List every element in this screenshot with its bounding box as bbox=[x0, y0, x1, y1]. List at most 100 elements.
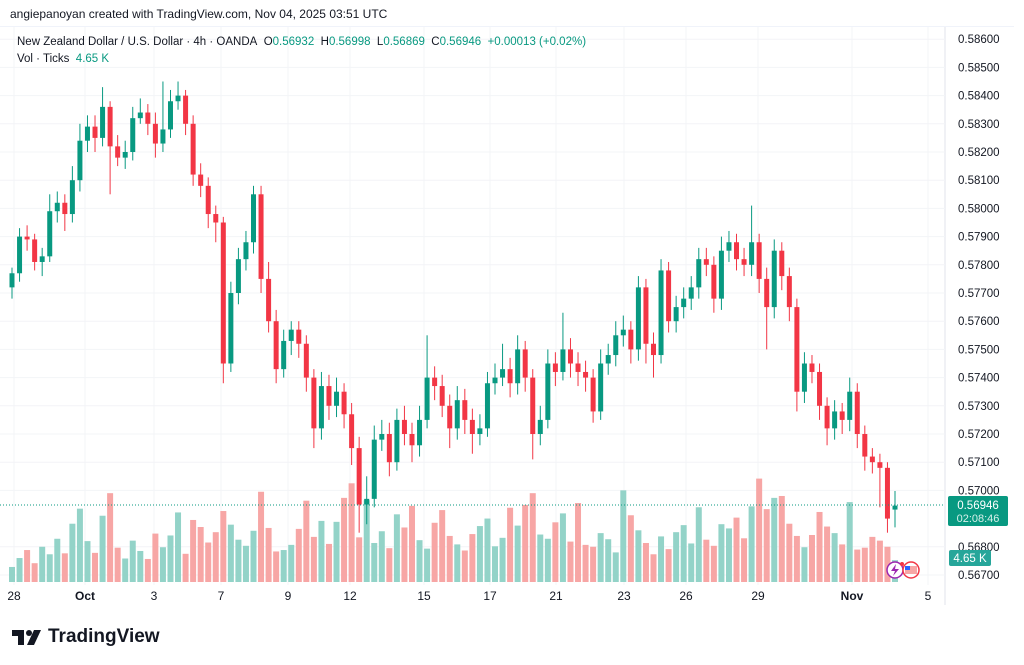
candle bbox=[152, 112, 158, 158]
candle bbox=[130, 106, 136, 161]
volume-bar bbox=[771, 497, 778, 582]
candle-body bbox=[326, 386, 332, 406]
candle bbox=[477, 414, 483, 446]
volume-bar bbox=[597, 533, 604, 582]
candle-body bbox=[409, 434, 415, 446]
candle bbox=[424, 335, 430, 429]
candle-body bbox=[620, 329, 626, 336]
volume-bar bbox=[854, 549, 861, 582]
candle-body bbox=[688, 287, 694, 299]
candle bbox=[484, 371, 490, 437]
candle bbox=[235, 247, 241, 305]
price-tick-label: 0.58400 bbox=[958, 91, 1000, 103]
candle-body bbox=[552, 363, 558, 372]
candle bbox=[266, 261, 272, 333]
candle-body bbox=[281, 340, 287, 370]
volume-bar bbox=[227, 524, 234, 582]
volume-bar bbox=[431, 522, 438, 582]
candle bbox=[613, 321, 619, 367]
candle-body bbox=[213, 214, 219, 223]
volume-bar bbox=[642, 542, 649, 582]
volume-bar bbox=[522, 504, 529, 582]
candle bbox=[809, 355, 815, 384]
candle-body bbox=[364, 498, 370, 505]
volume-bar bbox=[446, 535, 453, 582]
candle bbox=[107, 101, 113, 195]
candle bbox=[764, 267, 770, 350]
candle bbox=[666, 261, 672, 333]
candle bbox=[583, 360, 589, 392]
tradingview-logo[interactable]: TradingView bbox=[12, 626, 160, 648]
volume-bar bbox=[786, 523, 793, 582]
candle-body bbox=[658, 270, 664, 356]
candle-body bbox=[794, 307, 800, 392]
us-flag-event-icon[interactable] bbox=[900, 561, 920, 579]
candle bbox=[786, 267, 792, 322]
volume-bar bbox=[205, 542, 212, 582]
volume-bar bbox=[469, 534, 476, 582]
volume-bar bbox=[84, 541, 91, 582]
volume-bar bbox=[416, 540, 423, 582]
chart-frame bbox=[0, 26, 1014, 617]
volume-bar bbox=[212, 532, 219, 582]
time-tick-label: 17 bbox=[483, 589, 497, 603]
candle-body bbox=[17, 236, 23, 274]
volume-bar bbox=[695, 507, 702, 582]
volume-bar bbox=[710, 545, 717, 582]
candle-body bbox=[847, 391, 853, 420]
candle bbox=[500, 343, 506, 387]
candle-body bbox=[809, 363, 815, 372]
candle-body bbox=[228, 293, 234, 364]
candle-body bbox=[884, 467, 890, 519]
volume-bar bbox=[846, 502, 853, 582]
candle bbox=[884, 462, 890, 533]
volume-bar bbox=[544, 538, 551, 582]
price-axis[interactable]: 0.58600 0.58500 0.58400 0.58300 0.58200 0.581… bbox=[958, 34, 1000, 582]
price-tick-label: 0.57400 bbox=[958, 373, 1000, 385]
candle bbox=[122, 140, 128, 169]
candle bbox=[869, 448, 875, 474]
candle-body bbox=[469, 419, 475, 434]
candle-body bbox=[832, 411, 838, 429]
candle bbox=[801, 352, 807, 403]
candle-body bbox=[869, 456, 875, 463]
candle bbox=[726, 230, 732, 262]
candle bbox=[190, 115, 196, 186]
volume-label[interactable]: Vol · Ticks bbox=[17, 53, 70, 65]
time-tick-label: Oct bbox=[75, 589, 95, 603]
volume-bar bbox=[808, 535, 815, 582]
candle-body bbox=[386, 434, 392, 463]
candle-body bbox=[756, 242, 762, 279]
time-axis[interactable]: 28 Oct 3 7 9 12 15 17 21 23 26 29 Nov 5 bbox=[7, 589, 931, 603]
symbol-title[interactable]: New Zealand Dollar / U.S. Dollar · 4h · … bbox=[17, 36, 258, 48]
volume-bar bbox=[39, 546, 46, 582]
candle bbox=[318, 371, 324, 440]
candle bbox=[650, 332, 656, 378]
candle bbox=[703, 247, 709, 277]
candle-body bbox=[673, 307, 679, 322]
candle-body bbox=[500, 369, 506, 378]
candle-body bbox=[198, 174, 204, 186]
volume-bar bbox=[122, 558, 129, 582]
candle-body bbox=[273, 321, 279, 370]
volume-bar bbox=[46, 554, 53, 582]
candle-body bbox=[854, 391, 860, 434]
candle bbox=[469, 408, 475, 454]
candle bbox=[220, 216, 226, 384]
volume-bar bbox=[129, 540, 136, 582]
price-chart[interactable]: 0.58600 0.58500 0.58400 0.58300 0.58200 0.581… bbox=[0, 0, 1024, 620]
volume-bar bbox=[250, 530, 257, 582]
candle-body bbox=[650, 343, 656, 356]
volume-bar bbox=[378, 531, 385, 582]
volume-bar bbox=[484, 518, 491, 582]
volume-bar bbox=[869, 536, 876, 582]
candle bbox=[281, 329, 287, 378]
price-tick-label: 0.57700 bbox=[958, 288, 1000, 300]
candle bbox=[296, 321, 302, 358]
volume-bar bbox=[54, 538, 61, 582]
time-tick-label: 28 bbox=[7, 589, 21, 603]
candle-body bbox=[137, 112, 143, 119]
candle bbox=[620, 315, 626, 347]
volume-bar bbox=[507, 507, 514, 582]
candle-body bbox=[771, 250, 777, 308]
